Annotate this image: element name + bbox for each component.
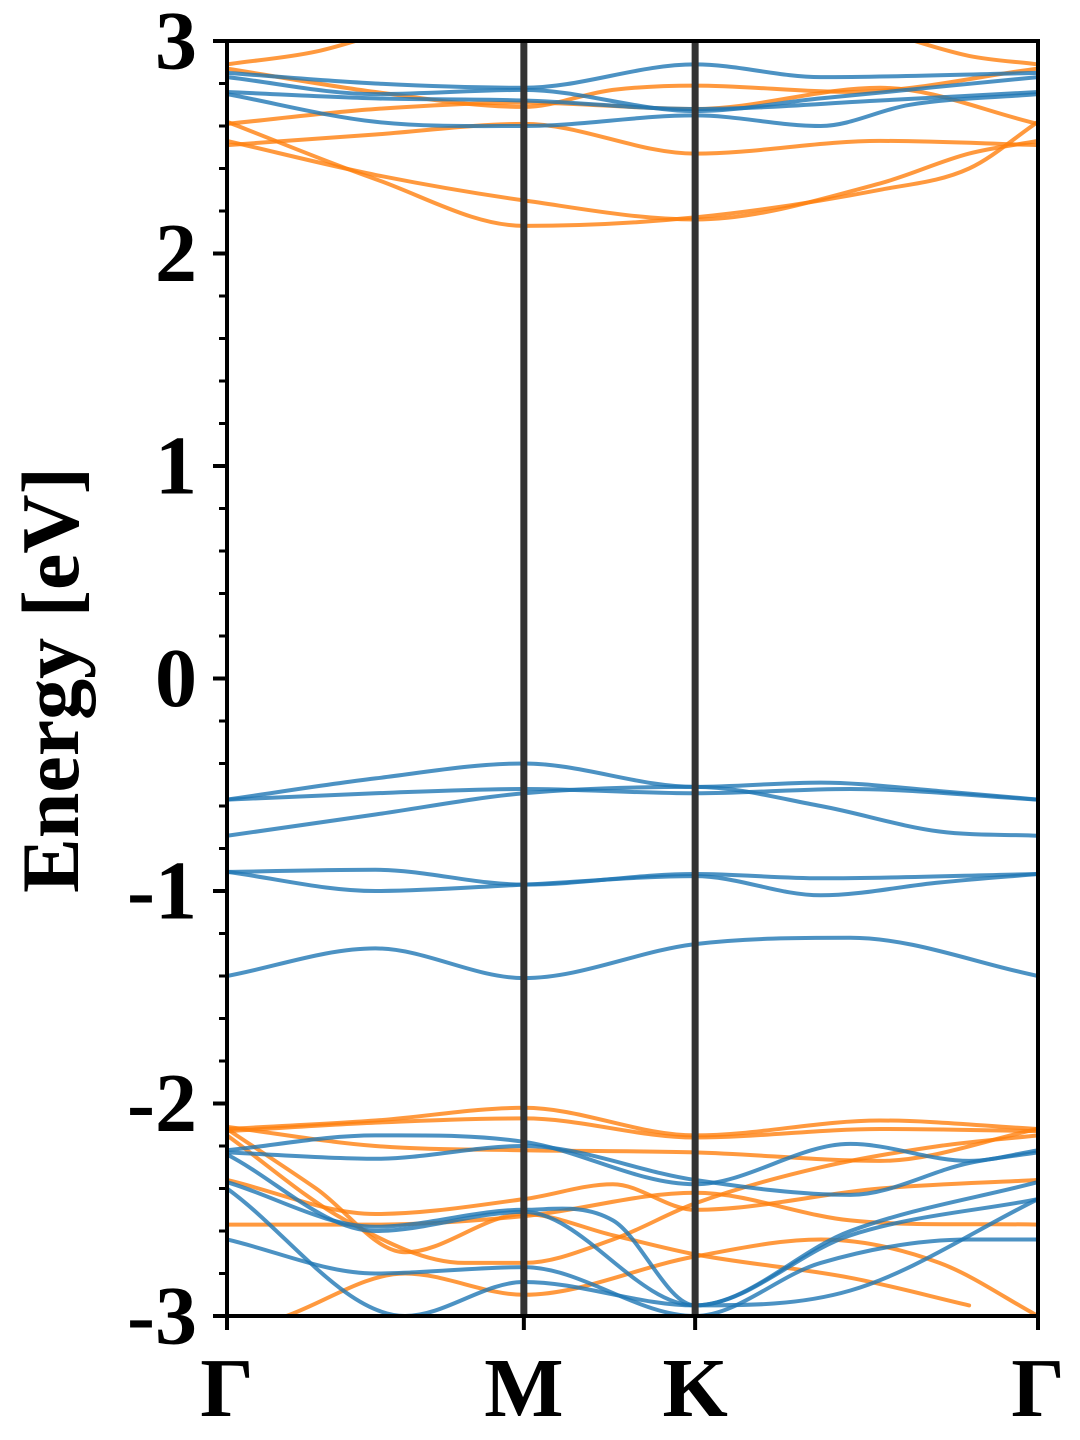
band-line-orange-22: [227, 1127, 972, 1308]
y-axis-title: Energy [eV]: [5, 467, 96, 893]
y-tick-label: -3: [127, 1270, 197, 1363]
plot-area: -3 -2 -1 0 1 2 3 Γ M K Γ: [127, 0, 1065, 1435]
band-line-blue-25: [227, 1133, 1038, 1187]
band-line-orange-5: [227, 138, 1038, 222]
band-line-blue-13: [227, 784, 1038, 838]
band-line-blue-28: [227, 1152, 1038, 1308]
band-line-orange-18: [227, 1116, 1038, 1140]
band-line-blue-7: [227, 62, 1038, 90]
band-line-orange-20: [227, 1178, 1038, 1216]
y-tick-label: -1: [127, 845, 197, 938]
band-line-blue-12: [227, 787, 1038, 802]
y-tick-label: -2: [127, 1057, 197, 1150]
x-tick-label-M: M: [484, 1342, 563, 1435]
band-line-orange-19: [227, 1124, 1038, 1163]
band-line-orange-1: [227, 41, 363, 67]
band-line-blue-8: [227, 75, 1038, 114]
band-line-blue-30: [227, 1186, 1038, 1316]
y-tick-label: 2: [155, 207, 197, 300]
x-tick-label-Γ: Γ: [200, 1342, 253, 1435]
band-line-blue-26: [227, 1144, 1038, 1197]
x-tick-label-K: K: [662, 1342, 727, 1435]
band-line-orange-2: [908, 41, 1038, 67]
band-line-blue-27: [227, 1180, 1038, 1308]
band-line-blue-10: [227, 92, 1038, 129]
band-line-blue-15: [227, 869, 1038, 898]
band-line-blue-9: [227, 90, 1038, 111]
band-line-orange-6: [227, 119, 1038, 228]
band-line-orange-0: [227, 66, 1038, 109]
y-tick-label: 0: [155, 632, 197, 725]
y-tick-label: 3: [155, 0, 197, 88]
x-tick-label-Γ: Γ: [1011, 1342, 1064, 1435]
bands-group: [227, 41, 1038, 1316]
band-line-blue-16: [227, 935, 1038, 981]
band-line-orange-4: [227, 121, 1038, 156]
y-tick-label: 1: [155, 420, 197, 513]
